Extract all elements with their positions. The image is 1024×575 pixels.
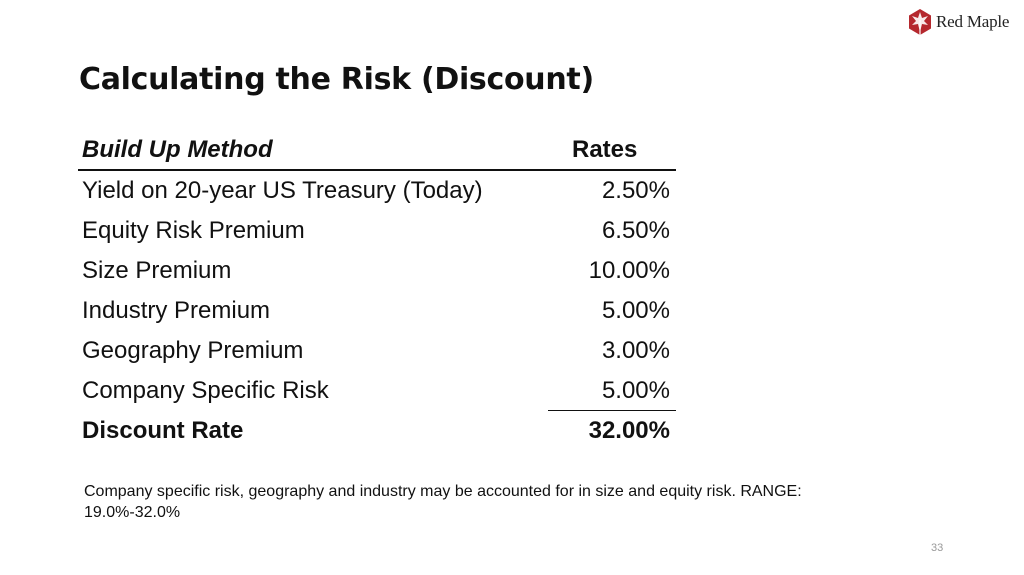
page-number: 33 <box>931 542 944 554</box>
row-label: Company Specific Risk <box>82 377 329 404</box>
total-label: Discount Rate <box>82 417 244 444</box>
table-row: Size Premium 10.00% <box>78 251 676 291</box>
table-row: Geography Premium 3.00% <box>78 331 676 371</box>
table-header: Build Up Method Rates <box>78 130 676 171</box>
row-value: 3.00% <box>601 337 670 364</box>
row-value: 10.00% <box>588 257 670 284</box>
brand-logo: Red Maple <box>906 8 1009 36</box>
row-label: Yield on 20-year US Treasury (Today) <box>82 177 483 204</box>
brand-name: Red Maple <box>936 12 1010 31</box>
row-label: Size Premium <box>82 257 232 284</box>
row-label: Equity Risk Premium <box>82 217 305 244</box>
header-method: Build Up Method <box>82 135 273 163</box>
page-title: Calculating the Risk (Discount) <box>79 62 594 97</box>
row-value: 2.50% <box>601 177 670 204</box>
footnote: Company specific risk, geography and ind… <box>84 483 802 521</box>
row-label: Industry Premium <box>82 297 271 324</box>
row-value: 5.00% <box>601 377 670 404</box>
row-value: 6.50% <box>601 217 670 244</box>
build-up-table: Build Up Method Rates Yield on 20-year U… <box>78 130 676 451</box>
table-row: Company Specific Risk 5.00% <box>78 371 676 411</box>
table-row: Equity Risk Premium 6.50% <box>78 211 676 251</box>
total-row: Discount Rate 32.00% <box>78 411 676 451</box>
table-row: Industry Premium 5.00% <box>78 291 676 331</box>
total-value: 32.00% <box>588 417 670 444</box>
sum-divider <box>548 410 676 411</box>
table-row: Yield on 20-year US Treasury (Today) 2.5… <box>78 171 676 211</box>
row-label: Geography Premium <box>82 337 304 364</box>
maple-leaf-icon <box>906 8 934 36</box>
header-rates: Rates <box>572 135 638 163</box>
row-value: 5.00% <box>601 297 670 324</box>
